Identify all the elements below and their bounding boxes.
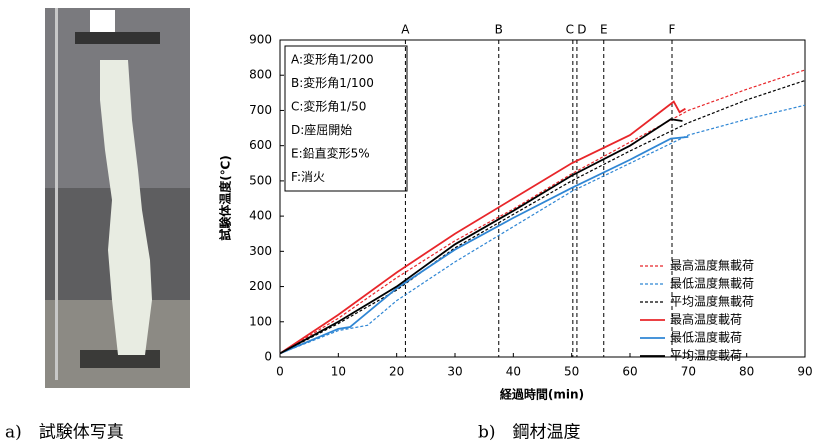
legend-label: 最高温度無載荷 — [670, 258, 754, 273]
page: {"captions": ["a) 試験体写真", "b) 鋼材温度"], "c… — [0, 0, 835, 448]
y-tick-label: 800 — [249, 68, 272, 82]
event-label: E — [600, 23, 608, 37]
note: C:変形角1/50 — [291, 99, 366, 114]
x-axis-label: 経過時間(min) — [500, 387, 584, 402]
y-axis-label: 試験体温度(℃) — [218, 155, 233, 241]
caption: b) 鋼材温度 — [478, 423, 581, 443]
x-tick-label: 20 — [389, 365, 404, 379]
y-tick-label: 500 — [249, 173, 272, 187]
event-label: A — [401, 23, 410, 37]
event-label: F — [669, 23, 676, 37]
x-tick-label: 10 — [331, 365, 346, 379]
x-tick-label: 80 — [739, 365, 754, 379]
legend-label: 平均温度載荷 — [670, 348, 742, 363]
y-tick-label: 700 — [249, 103, 272, 117]
y-tick-label: 900 — [249, 33, 272, 47]
y-tick-label: 300 — [249, 244, 272, 258]
x-tick-label: 30 — [447, 365, 462, 379]
event-label: B — [495, 23, 503, 37]
y-tick-label: 200 — [249, 279, 272, 293]
y-tick-label: 0 — [264, 350, 272, 364]
note: E:鉛直変形5% — [291, 146, 370, 161]
legend-label: 最高温度載荷 — [670, 312, 742, 327]
y-tick-label: 400 — [249, 209, 272, 223]
note: D:座屈開始 — [291, 122, 352, 137]
x-tick-label: 0 — [276, 365, 284, 379]
note: B:変形角1/100 — [291, 75, 374, 90]
legend-label: 最低温度無載荷 — [670, 276, 754, 291]
note: F:消火 — [291, 170, 325, 184]
legend-label: 最低温度載荷 — [670, 330, 742, 345]
y-tick-label: 100 — [249, 314, 272, 328]
y-tick-label: 600 — [249, 138, 272, 152]
x-tick-label: 60 — [622, 365, 637, 379]
x-tick-label: 50 — [564, 365, 579, 379]
figure: a) 試験体写真 b) 鋼材温度 経過時間(min) 試験体温度(℃) 0100… — [0, 0, 835, 448]
legend-label: 平均温度無載荷 — [670, 294, 754, 309]
note: A:変形角1/200 — [291, 52, 374, 67]
x-tick-label: 40 — [506, 365, 521, 379]
event-label: C — [566, 23, 574, 37]
caption: a) 試験体写真 — [5, 423, 124, 443]
x-tick-label: 90 — [797, 365, 812, 379]
x-tick-label: 70 — [681, 365, 696, 379]
photo — [45, 8, 190, 388]
event-label: D — [577, 23, 586, 37]
